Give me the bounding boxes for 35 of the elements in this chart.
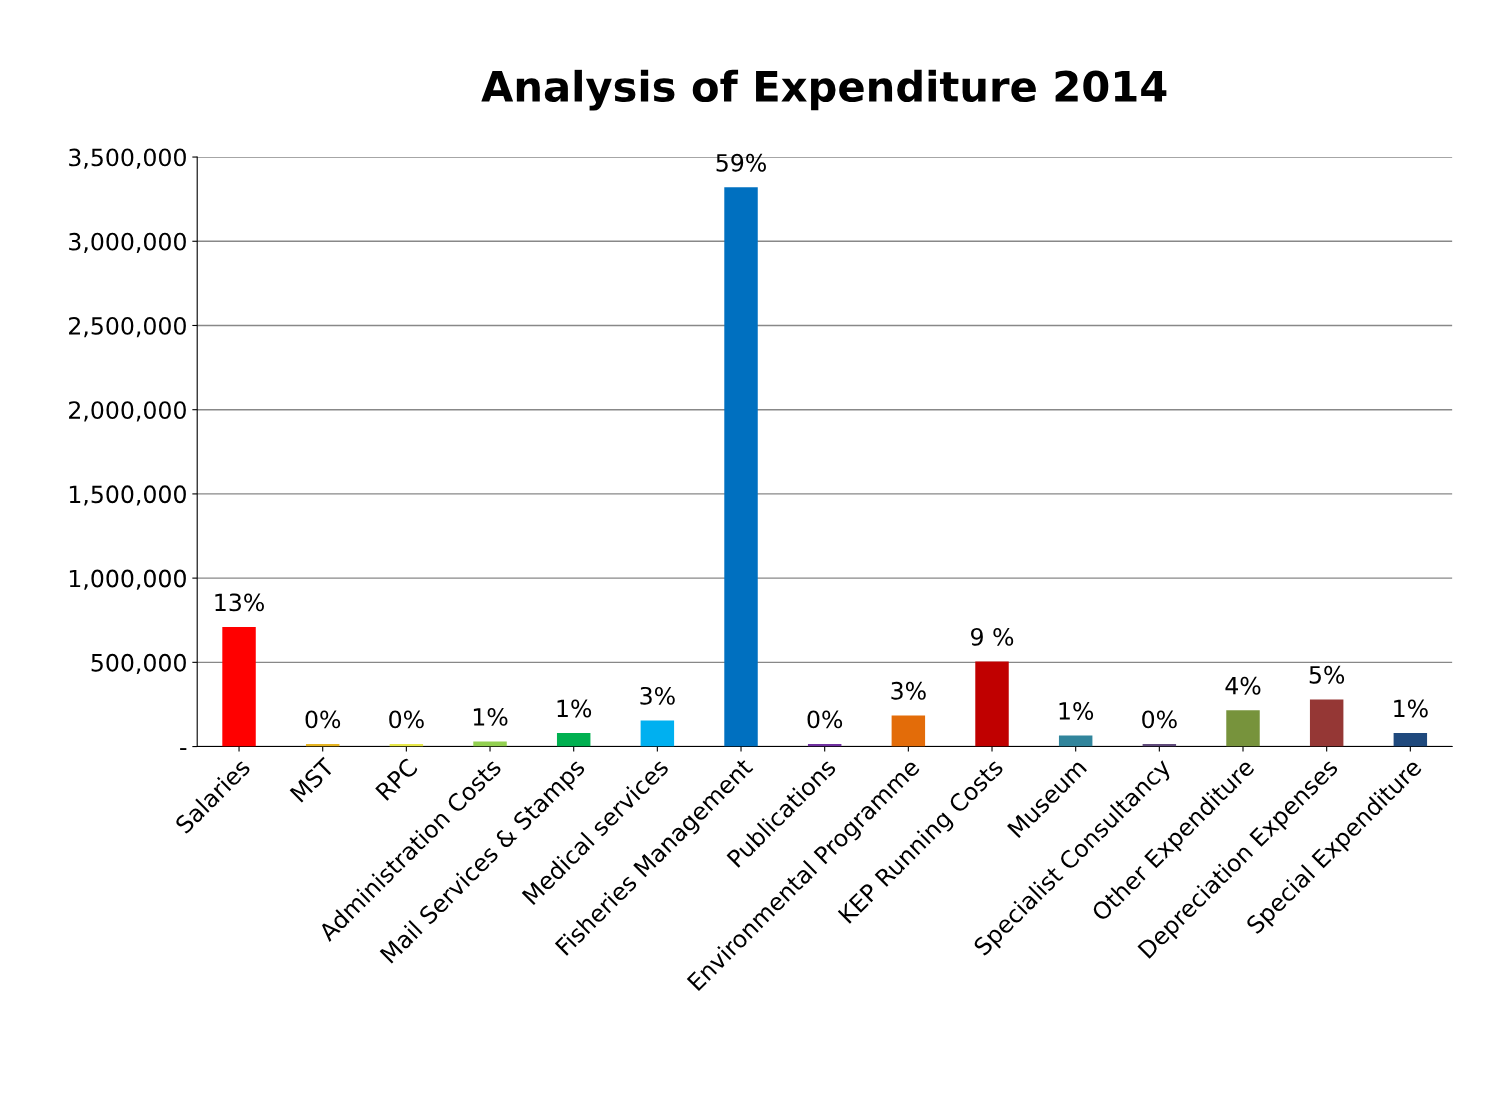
annotation: 3% <box>891 681 926 700</box>
annotation: 0% <box>305 710 341 729</box>
bar <box>975 661 1009 747</box>
bar <box>724 187 758 747</box>
y-tick-label: 2,500,000 <box>69 316 186 338</box>
bar <box>1226 710 1260 747</box>
annotation: 3% <box>640 686 675 705</box>
annotation: 4% <box>1225 676 1261 695</box>
chart-title: Analysis of Expenditure 2014 <box>481 69 1167 111</box>
y-tick-label: 3,500,000 <box>69 148 186 169</box>
y-tick-label: 1,500,000 <box>69 485 186 506</box>
y-tick-label: 3,000,000 <box>69 232 186 253</box>
annotation: 0% <box>389 710 424 729</box>
annotation: 5% <box>1309 665 1345 684</box>
y-tick-label: 500,000 <box>91 653 186 675</box>
annotation: 1% <box>1059 702 1094 720</box>
y-tick-label: 2,000,000 <box>69 401 186 422</box>
bar <box>1309 699 1344 747</box>
y-tick-label: - <box>180 748 187 750</box>
bar <box>222 626 256 747</box>
annotation: 13% <box>215 593 264 612</box>
annotation: 1% <box>473 707 508 726</box>
annotation: 0% <box>807 710 843 729</box>
bar <box>1393 733 1428 747</box>
bar <box>891 715 926 747</box>
annotation: 9 % <box>971 627 1014 646</box>
bar <box>640 720 675 747</box>
annotation: 0% <box>1142 710 1177 729</box>
bar <box>556 733 591 747</box>
y-tick-label: 1,000,000 <box>69 569 186 590</box>
annotation: 1% <box>557 699 592 718</box>
bar <box>1058 735 1093 747</box>
annotation: 1% <box>1394 699 1428 718</box>
annotation: 59% <box>716 153 766 172</box>
bar <box>473 741 507 747</box>
